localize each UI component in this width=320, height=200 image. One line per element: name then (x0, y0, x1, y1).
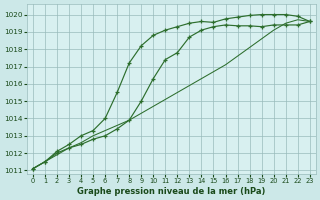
X-axis label: Graphe pression niveau de la mer (hPa): Graphe pression niveau de la mer (hPa) (77, 187, 266, 196)
